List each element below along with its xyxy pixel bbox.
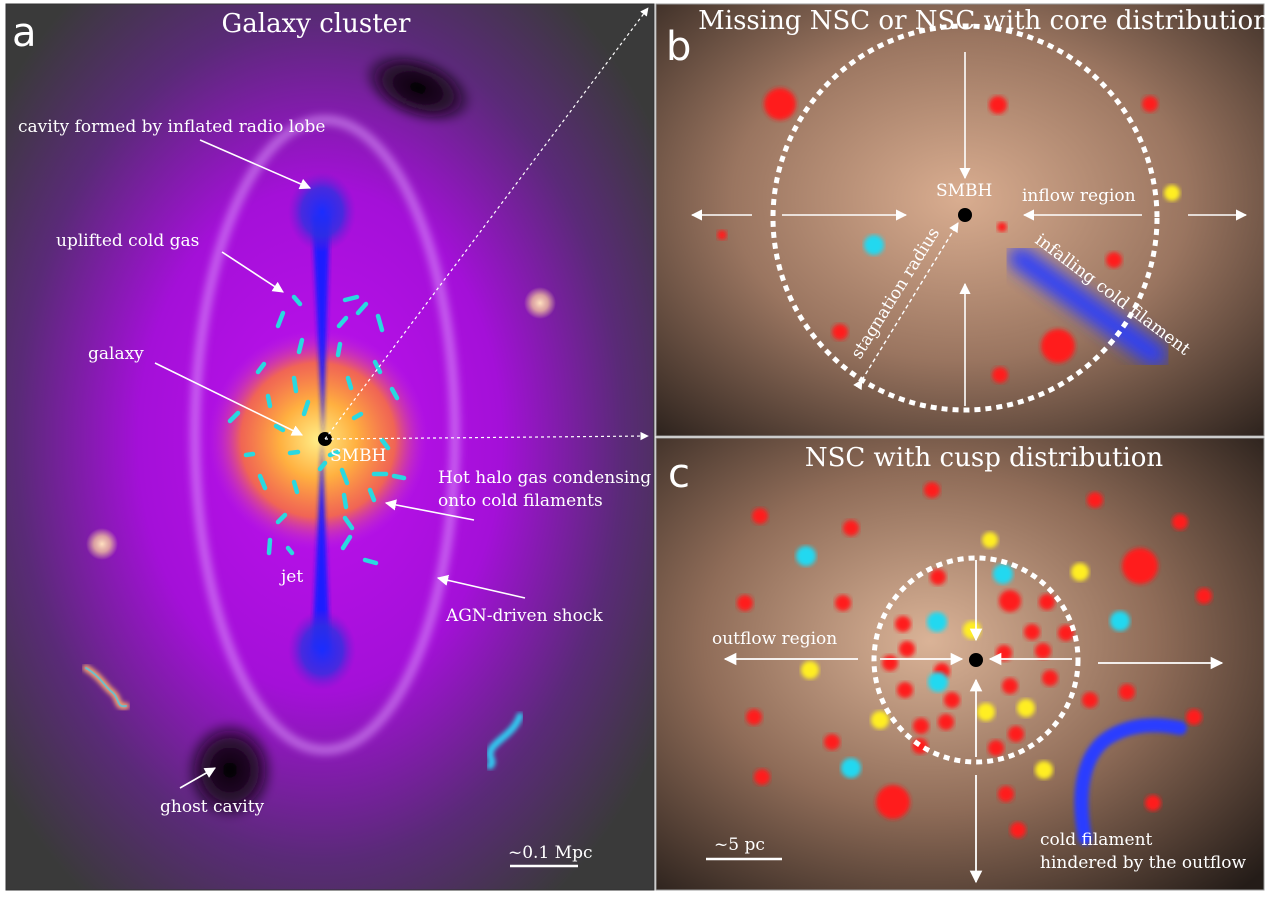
cavity-arrow	[199, 139, 312, 190]
hindered-filament	[1074, 718, 1187, 845]
panel-b-title: Missing NSC or NSC with core distributio…	[698, 6, 1268, 36]
panel-a: a Galaxy cluster cavity formed by inflat…	[5, 3, 655, 891]
galaxy-label: galaxy	[88, 344, 144, 364]
inflow-label: inflow region	[1022, 186, 1136, 206]
ghost-cavity	[185, 720, 275, 820]
panel-c-label: c	[668, 451, 690, 497]
radio-lobe-bottom	[288, 610, 356, 690]
smbh-dot-c	[969, 653, 983, 667]
cavity-label: cavity formed by inflated radio lobe	[18, 117, 325, 137]
shock-label: AGN-driven shock	[445, 606, 603, 626]
ghost-arrow	[179, 767, 216, 789]
smbh-label-b: SMBH	[936, 181, 992, 201]
uplifted-arrow	[221, 251, 284, 293]
smbh-label-a: SMBH	[330, 446, 386, 466]
panel-a-title: Galaxy cluster	[222, 9, 412, 39]
panel-b-label: b	[666, 24, 691, 70]
hot-halo-arrow	[384, 499, 475, 521]
jet-label: jet	[279, 567, 303, 587]
filament-label-2: hindered by the outflow	[1040, 853, 1246, 873]
scale-label-a: ~0.1 Mpc	[508, 843, 593, 863]
filament-right	[486, 712, 524, 770]
galaxy-arrow	[154, 362, 304, 436]
outflow-circle	[871, 555, 1081, 765]
small-galaxy-left	[86, 528, 118, 560]
stagnation-circle	[770, 23, 1160, 413]
hot-halo-label-2: onto cold filaments	[438, 491, 603, 511]
radio-lobe-top	[288, 172, 356, 252]
panel-b: b Missing NSC or NSC with core distribut…	[655, 3, 1268, 437]
stagnation-radius-line	[853, 222, 959, 391]
jet-top	[312, 215, 330, 440]
top-dark-cavity	[362, 51, 474, 125]
panel-a-label: a	[12, 10, 37, 56]
panel-c: c NSC with cusp distribution outflow reg…	[655, 437, 1265, 891]
scale-label-c: ~5 pc	[714, 835, 765, 855]
filament-label-1: cold filament	[1040, 830, 1153, 850]
panel-c-stars	[737, 482, 1212, 838]
hot-halo-label-1: Hot halo gas condensing	[438, 468, 651, 488]
jet-bottom	[312, 440, 330, 650]
cold-gas-dashes	[227, 294, 407, 566]
shock-arrow	[436, 574, 526, 599]
outflow-label: outflow region	[712, 629, 837, 649]
panel-c-background	[656, 438, 1264, 890]
small-galaxy-right	[524, 287, 556, 319]
shock-front	[190, 115, 460, 755]
infalling-filament	[1008, 246, 1167, 367]
smbh-dot-b	[958, 208, 972, 222]
panel-b-background	[656, 4, 1264, 436]
panel-c-title: NSC with cusp distribution	[805, 443, 1164, 473]
central-galaxy	[208, 330, 428, 550]
uplifted-label: uplifted cold gas	[56, 231, 199, 251]
ghost-label: ghost cavity	[160, 797, 265, 817]
